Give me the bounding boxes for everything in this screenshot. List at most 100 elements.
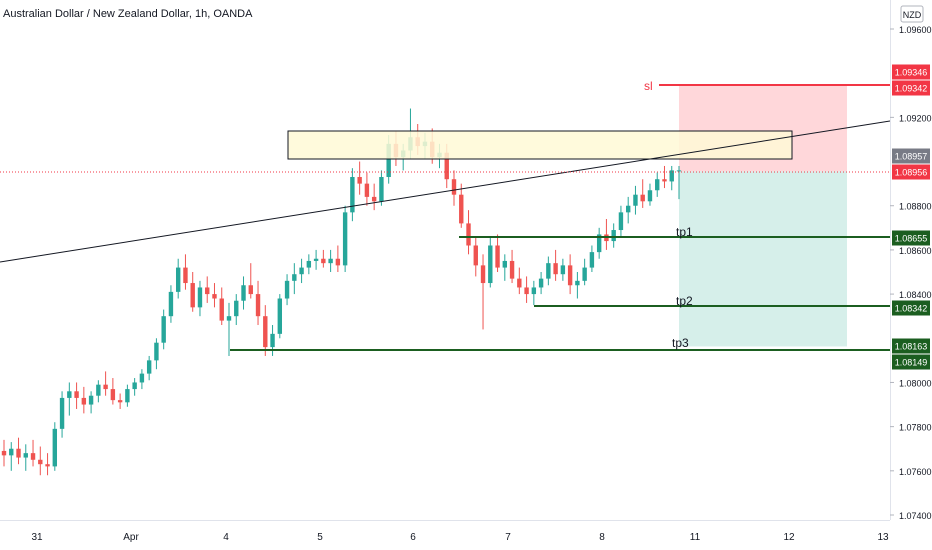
candle-body [328, 258, 333, 264]
candle-body [270, 333, 275, 348]
candle-body [45, 464, 50, 467]
take-profit-zone[interactable] [679, 171, 847, 347]
tp2-label: tp2 [676, 294, 693, 308]
candle-body [662, 179, 667, 182]
candle-body [168, 291, 174, 317]
price-scale[interactable]: 1.09600 1.09200 1.08800 1.08600 1.08400 1.080… [890, 25, 932, 521]
candle-body [386, 143, 391, 178]
price-badges: 1.09346 1.09342 1.08957 1.08956 1.08655 1.083… [892, 64, 930, 370]
currency-label: NZD [903, 10, 922, 20]
position-zones [679, 85, 847, 347]
time-tick-label: 31 [31, 532, 43, 543]
candle-body [284, 280, 290, 299]
candle-body [154, 342, 159, 361]
time-tick-label: Apr [123, 532, 139, 543]
resistance-zone-rectangle[interactable] [287, 130, 793, 160]
candle-body [538, 278, 544, 288]
candle-body [52, 428, 58, 467]
candle-body [517, 278, 522, 288]
time-tick-label: 13 [877, 532, 889, 543]
candle-body [277, 298, 283, 334]
price-badge [892, 354, 930, 370]
candle-body [38, 459, 43, 465]
candle-body [669, 170, 674, 182]
candle-body [313, 258, 319, 261]
candle-body [466, 223, 471, 246]
candle-body [306, 260, 312, 268]
trend-line[interactable] [0, 120, 891, 263]
candle-body [582, 267, 587, 281]
candle-body [480, 265, 486, 284]
price-badge-label: 1.09346 [895, 68, 928, 78]
time-tick-label: 11 [690, 532, 701, 543]
price-tick-label: 1.09600 [899, 25, 932, 35]
candle-body [161, 316, 166, 343]
candle-body [342, 212, 348, 266]
time-scale[interactable]: 31 Apr 4 5 6 7 8 11 12 13 [31, 532, 889, 543]
candle-body [589, 252, 595, 268]
candle-body [175, 267, 181, 292]
candle-body [23, 453, 28, 458]
price-badge-label: 1.08655 [895, 234, 928, 244]
price-badge [892, 148, 930, 164]
candle-body [263, 316, 268, 348]
candle-body [30, 453, 36, 460]
price-badge-label: 1.08957 [895, 152, 928, 162]
candle-body [146, 360, 152, 374]
candle-body [234, 300, 239, 317]
price-tick-label: 1.07800 [899, 423, 932, 433]
candle-body [567, 265, 573, 286]
sl-label: sl [644, 79, 653, 93]
candle-body [183, 267, 188, 284]
candle-body [248, 285, 253, 295]
candle-body [255, 294, 261, 317]
price-tick-label: 1.08800 [899, 202, 932, 212]
price-badge [892, 164, 930, 180]
candle-body [488, 245, 493, 284]
candle-body [553, 263, 558, 275]
candle-body [371, 196, 377, 202]
candle-body [1, 450, 7, 456]
candle-body [125, 389, 130, 403]
candle-body [205, 287, 210, 295]
candlestick-series [1, 108, 682, 476]
candle-body [524, 287, 529, 295]
candle-body [321, 258, 326, 264]
time-tick-label: 7 [505, 532, 511, 543]
candle-body [74, 391, 79, 398]
candle-body [197, 287, 203, 308]
candle-body [219, 298, 224, 321]
candle-body [379, 177, 384, 202]
price-tick-label: 1.08600 [899, 246, 932, 256]
price-badge [892, 80, 930, 96]
time-tick-label: 5 [317, 532, 323, 543]
candle-body [241, 285, 246, 301]
tp3-label: tp3 [672, 336, 689, 350]
candle-body [292, 274, 297, 281]
price-badge-label: 1.08149 [895, 358, 928, 368]
price-tick-label: 1.07400 [899, 511, 932, 521]
candle-body [88, 395, 94, 405]
candle-body [117, 400, 123, 403]
candle-body [67, 391, 72, 398]
candle-body [531, 287, 537, 295]
candle-body [633, 194, 638, 206]
candle-body [103, 384, 108, 390]
candle-body [9, 448, 14, 456]
candle-body [59, 397, 65, 429]
candle-body [560, 265, 566, 275]
price-badge [892, 338, 930, 354]
currency-box[interactable] [900, 5, 924, 23]
candle-body [451, 179, 457, 195]
candle-body [509, 260, 515, 279]
candle-body [357, 177, 362, 184]
candle-body [459, 194, 464, 224]
tp1-label: tp1 [676, 225, 693, 239]
price-badge [892, 230, 930, 246]
candle-body [640, 194, 645, 202]
candle-body [502, 260, 508, 268]
candle-body [676, 170, 682, 172]
candle-body [618, 212, 624, 231]
